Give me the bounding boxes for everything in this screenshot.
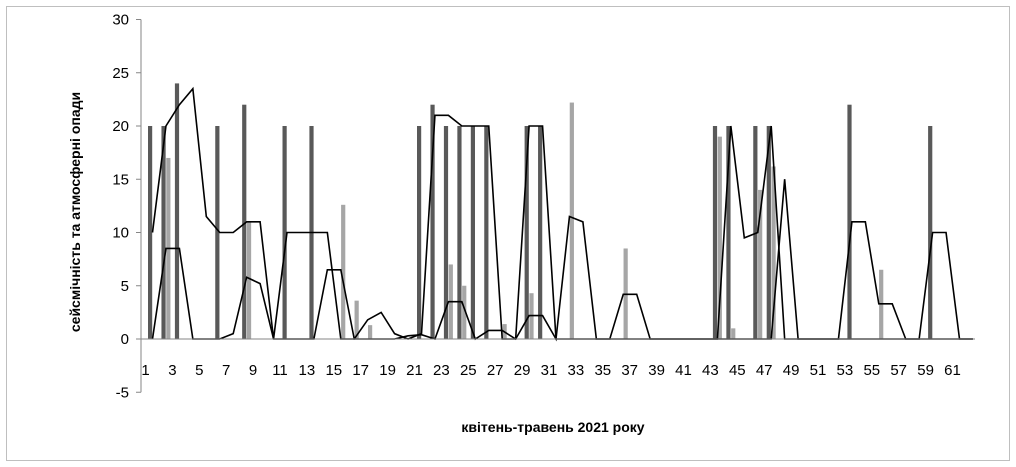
- y-tick-label: 0: [121, 331, 129, 348]
- x-tick-label: 45: [729, 362, 746, 379]
- y-tick-label: -5: [116, 384, 129, 401]
- bar-series-1: [148, 126, 153, 339]
- bar-series-1: [242, 104, 247, 339]
- bar-series-1: [443, 126, 449, 339]
- x-tick-label: 25: [460, 362, 477, 379]
- bar-series-1: [524, 126, 529, 339]
- bar-series-2: [246, 221, 252, 339]
- x-tick-label: 27: [487, 362, 504, 379]
- x-tick-label: 55: [863, 362, 880, 379]
- x-tick-label: 1: [141, 362, 149, 379]
- bar-series-1: [174, 83, 180, 340]
- bar-series-2: [717, 136, 722, 339]
- bar-series-1: [928, 126, 933, 339]
- x-tick-label: 59: [917, 362, 934, 379]
- x-tick-label: 15: [325, 362, 342, 379]
- x-tick-label: 51: [810, 362, 827, 379]
- bar-series-1: [847, 104, 852, 339]
- y-tick-label: 10: [112, 225, 129, 242]
- bar-series-1: [470, 126, 475, 339]
- chart-frame: [6, 6, 1010, 461]
- y-axis-title: сейсмічність та атмосферні опади: [67, 92, 83, 332]
- bar-series-1: [766, 126, 771, 339]
- bar-series-1: [215, 126, 220, 339]
- x-tick-label: 49: [783, 362, 800, 379]
- x-tick-label: 3: [168, 362, 176, 379]
- bar-series-2: [462, 285, 467, 339]
- bar-series-2: [771, 166, 776, 339]
- bar-series-1: [430, 104, 435, 339]
- bar-series-1: [753, 126, 758, 339]
- x-tick-label: 7: [222, 362, 230, 379]
- bar-series-2: [731, 328, 736, 339]
- y-tick-label: 5: [121, 278, 129, 295]
- bar-series-2: [354, 300, 359, 339]
- bar-series-1: [457, 126, 462, 339]
- axes-layer: [136, 19, 975, 393]
- x-tick-label: 11: [272, 362, 288, 379]
- x-tick-label: 29: [514, 362, 531, 379]
- x-tick-label: 53: [837, 362, 854, 379]
- bar-series-2: [758, 189, 763, 339]
- y-tick-label: 15: [112, 171, 129, 188]
- y-tick-label: 20: [112, 118, 129, 135]
- y-tick-label: 30: [112, 12, 129, 29]
- x-tick-label: 61: [944, 362, 961, 379]
- x-tick-label: 23: [433, 362, 450, 379]
- x-tick-label: 19: [379, 362, 396, 379]
- bar-series-2: [368, 325, 373, 339]
- x-tick-label: 41: [675, 362, 692, 379]
- bar-series-1: [417, 126, 422, 339]
- x-tick-label: 33: [568, 362, 585, 379]
- bar-series-1: [538, 126, 543, 339]
- bar-series-1: [726, 126, 731, 339]
- bars-layer: [148, 83, 933, 340]
- x-tick-label: 21: [406, 362, 423, 379]
- x-tick-label: 17: [352, 362, 369, 379]
- x-tick-label: 43: [702, 362, 719, 379]
- bar-series-2: [341, 204, 346, 339]
- bar-series-1: [282, 126, 287, 339]
- bar-series-1: [484, 126, 489, 339]
- x-tick-label: 37: [621, 362, 638, 379]
- y-tick-label: 25: [112, 65, 129, 82]
- x-tick-label: 9: [249, 362, 257, 379]
- bar-series-1: [712, 126, 718, 339]
- bar-series-2: [569, 102, 574, 339]
- x-tick-label: 39: [648, 362, 665, 379]
- bar-series-1: [161, 126, 166, 339]
- x-tick-label: 47: [756, 362, 773, 379]
- x-tick-label: 57: [890, 362, 907, 379]
- x-tick-label: 5: [195, 362, 203, 379]
- x-tick-label: 31: [541, 362, 558, 379]
- x-tick-label: 13: [299, 362, 316, 379]
- x-tick-label: 35: [594, 362, 611, 379]
- x-axis-title: квітень-травень 2021 року: [461, 419, 644, 435]
